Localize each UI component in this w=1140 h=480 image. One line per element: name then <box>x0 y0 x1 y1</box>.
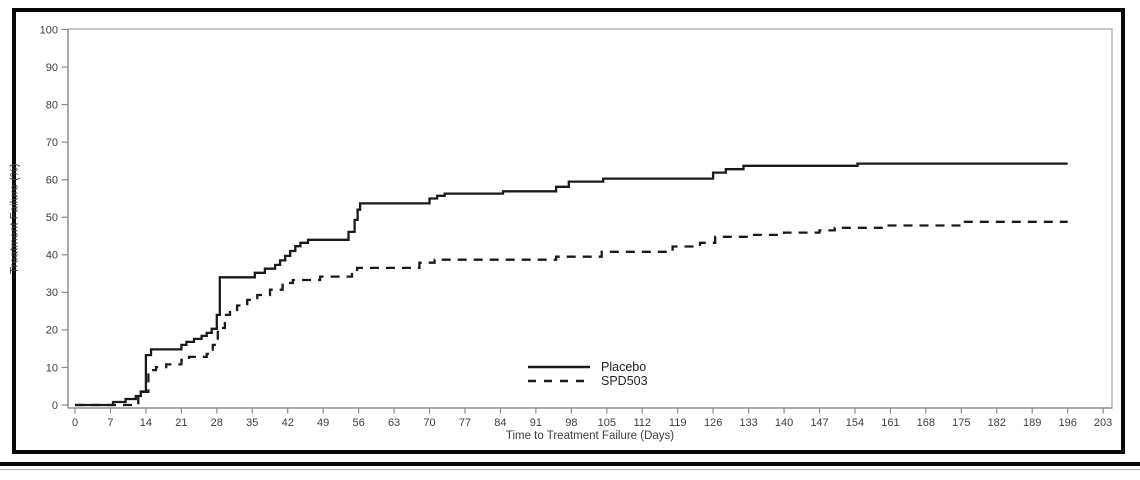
y-tick-label: 80 <box>46 99 58 111</box>
x-tick-label: 63 <box>388 417 400 429</box>
x-tick-label: 147 <box>810 417 828 429</box>
y-tick-label: 50 <box>46 212 58 224</box>
y-tick-label: 70 <box>46 137 58 149</box>
x-tick-label: 119 <box>669 417 687 429</box>
legend: Placebo SPD503 <box>527 360 648 388</box>
x-tick-label: 133 <box>739 417 757 429</box>
x-tick-label: 91 <box>530 417 542 429</box>
x-tick-label: 42 <box>282 417 294 429</box>
bottom-rule-thick <box>0 462 1140 466</box>
x-tick-label: 154 <box>846 417 864 429</box>
placebo-line-swatch <box>528 365 590 369</box>
y-tick-label: 100 <box>40 24 58 36</box>
x-tick-label: 35 <box>246 417 258 429</box>
placebo-curve <box>75 162 1068 407</box>
x-tick-label: 84 <box>494 417 506 429</box>
y-tick-label: 0 <box>52 400 58 412</box>
y-tick-label: 30 <box>46 287 58 299</box>
x-tick-label: 49 <box>317 417 329 429</box>
x-tick-label: 21 <box>175 417 187 429</box>
y-axis-title: Treatment Failure (%) <box>8 163 21 274</box>
legend-label-spd503: SPD503 <box>601 374 648 388</box>
plot-frame <box>67 28 1113 409</box>
x-tick-label: 175 <box>952 417 970 429</box>
y-tick-label: 60 <box>46 175 58 187</box>
figure-border <box>12 8 1125 454</box>
x-tick-label: 70 <box>423 417 435 429</box>
y-tick-label: 20 <box>46 325 58 337</box>
x-tick-label: 7 <box>107 417 113 429</box>
x-tick-label: 203 <box>1094 417 1112 429</box>
x-tick-label: 126 <box>704 417 722 429</box>
x-tick-label: 105 <box>598 417 616 429</box>
legend-item-placebo: Placebo <box>527 360 648 374</box>
x-axis-title: Time to Treatment Failure (Days) <box>505 430 675 442</box>
legend-item-spd503: SPD503 <box>527 374 648 388</box>
x-tick-label: 98 <box>565 417 577 429</box>
x-tick-label: 56 <box>352 417 364 429</box>
y-tick-label: 10 <box>46 362 58 374</box>
x-tick-label: 189 <box>1023 417 1041 429</box>
x-tick-label: 77 <box>459 417 471 429</box>
x-tick-label: 140 <box>775 417 793 429</box>
x-tick-label: 112 <box>633 417 651 429</box>
x-tick-label: 28 <box>211 417 223 429</box>
x-tick-label: 182 <box>988 417 1006 429</box>
spd503-line-swatch <box>528 379 590 383</box>
legend-label-placebo: Placebo <box>601 360 647 374</box>
spd503-curve <box>75 220 1068 407</box>
x-tick-label: 14 <box>140 417 152 429</box>
x-tick-label: 0 <box>72 417 78 429</box>
y-tick-label: 40 <box>46 250 58 262</box>
x-tick-label: 161 <box>881 417 899 429</box>
bottom-rule-thin <box>0 469 1140 470</box>
y-tick-label: 90 <box>46 62 58 74</box>
x-tick-label: 196 <box>1058 417 1076 429</box>
x-tick-label: 168 <box>917 417 935 429</box>
